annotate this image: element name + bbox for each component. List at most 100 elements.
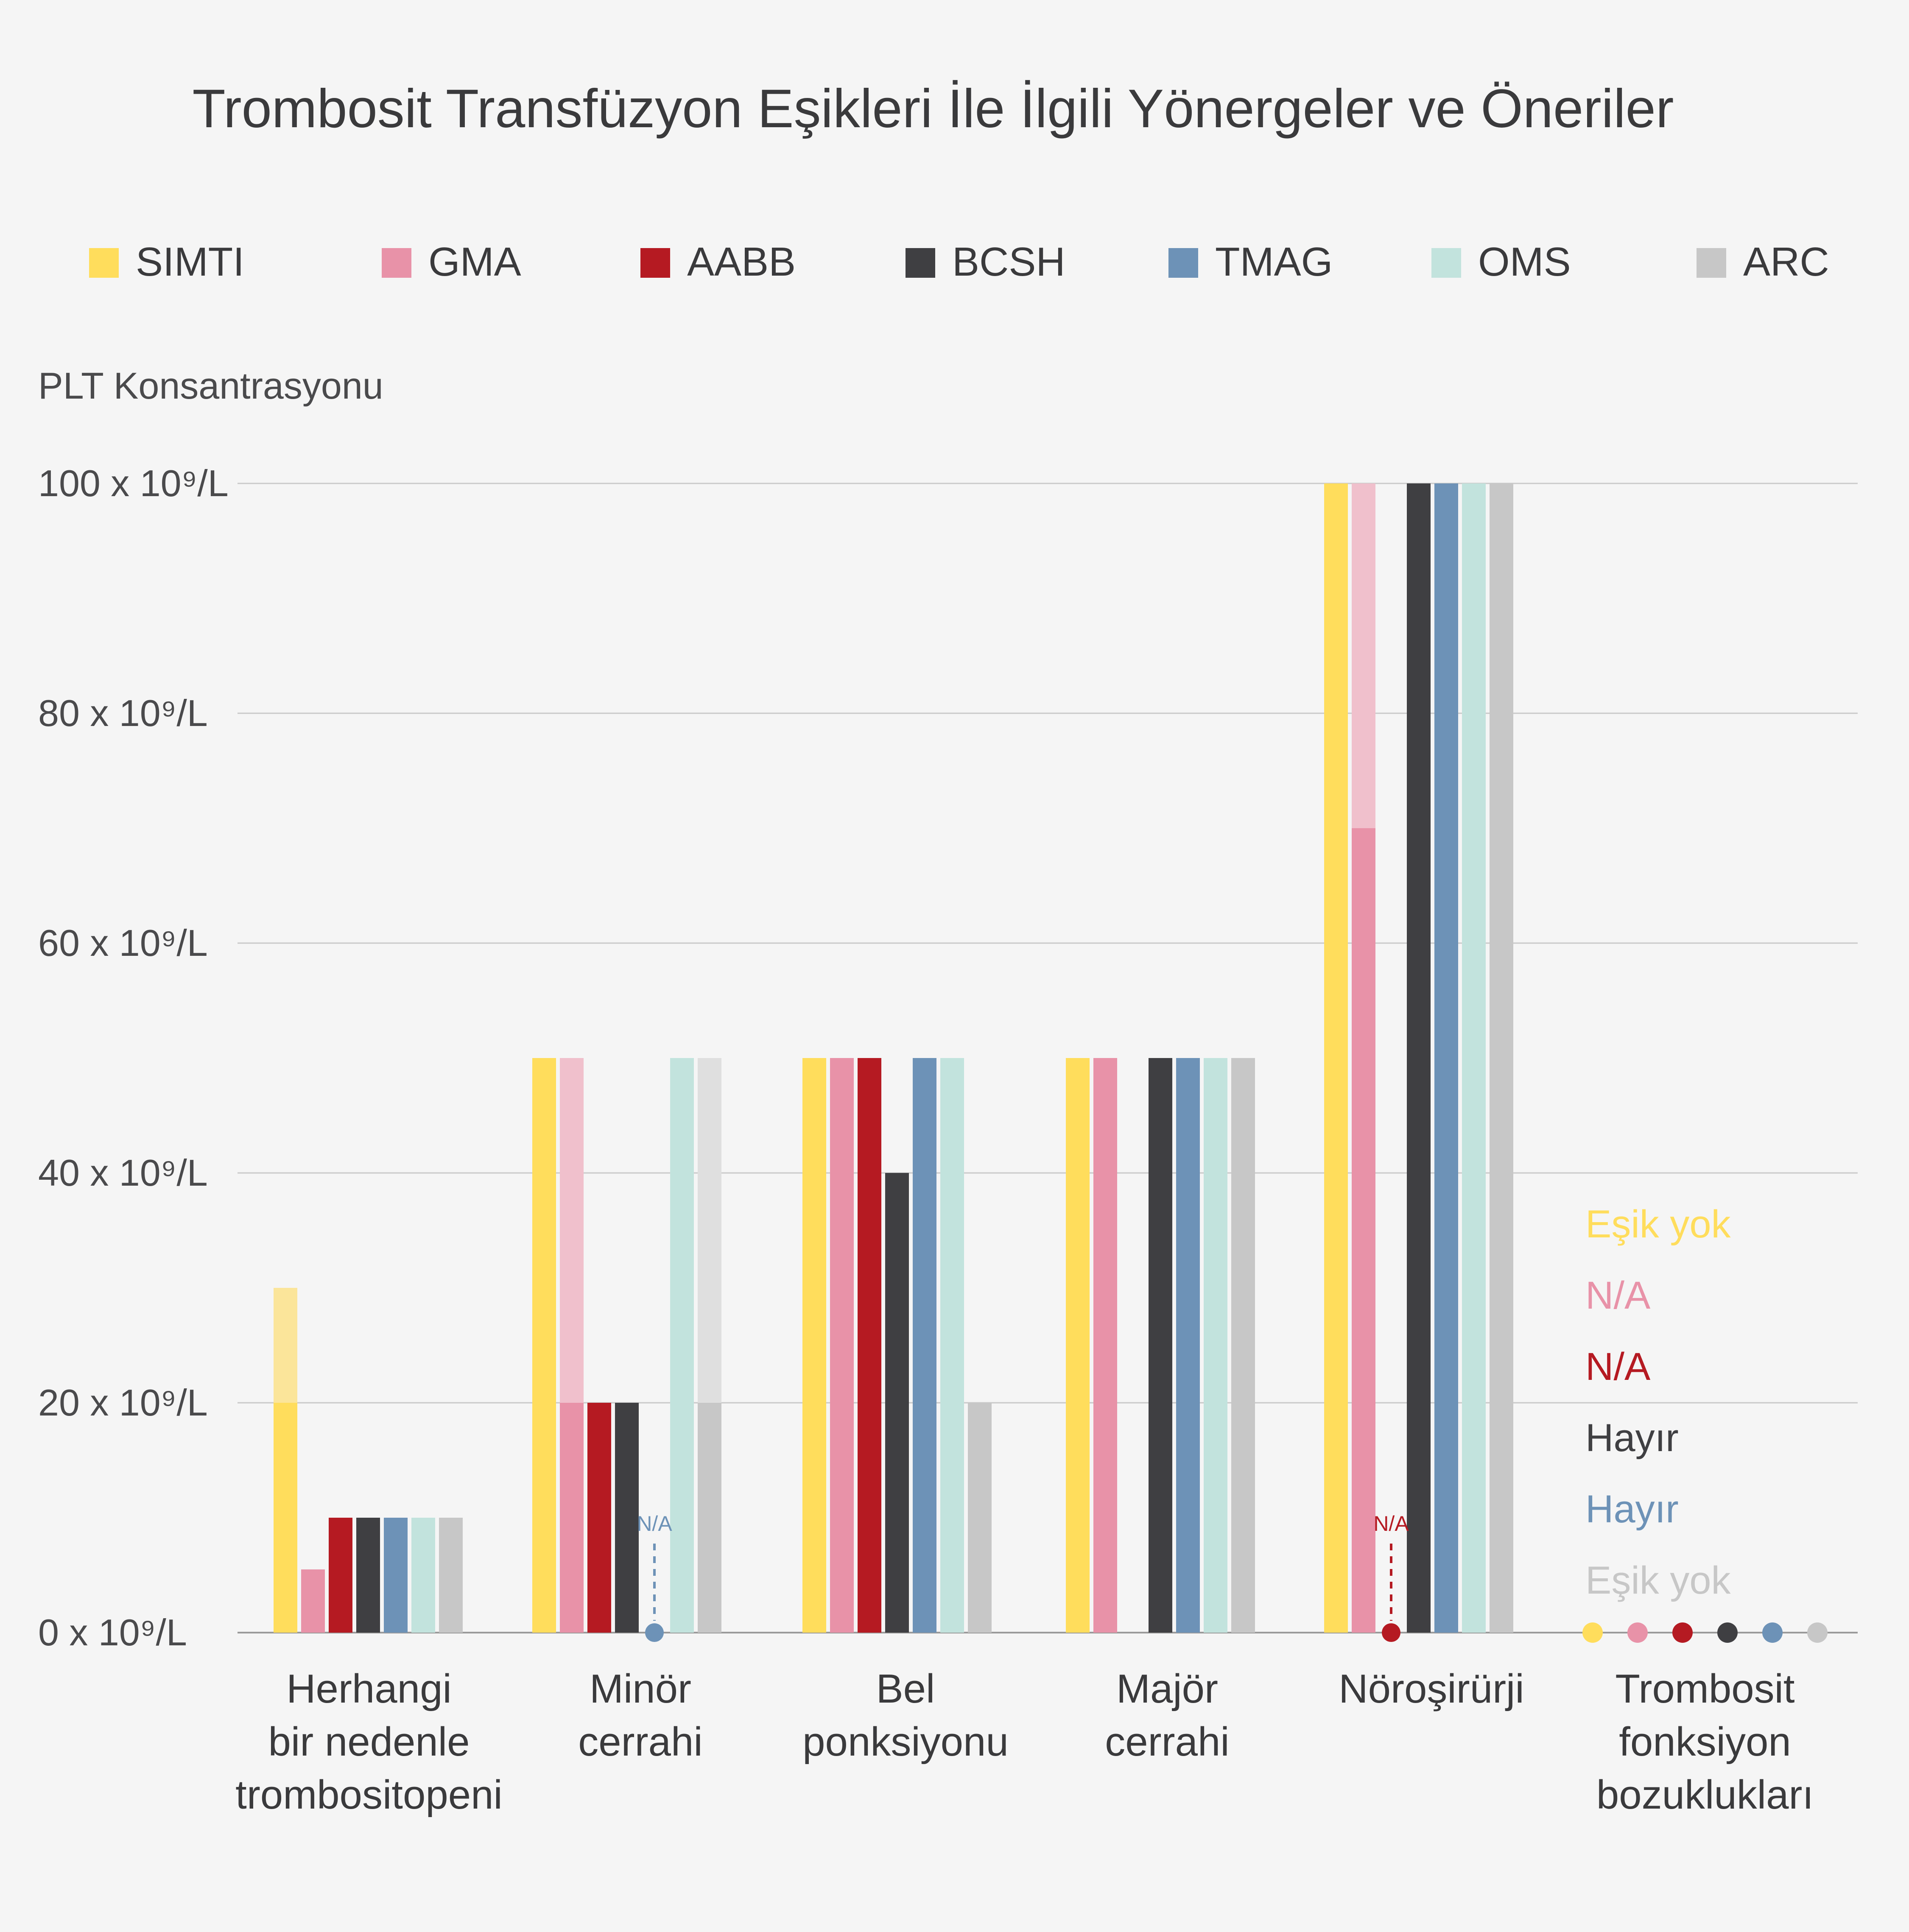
na-dot-tmag xyxy=(645,1623,664,1642)
bar-aabb-cat2 xyxy=(858,1058,881,1633)
x-tick-label-5: Trombosit fonksiyon bozuklukları xyxy=(1596,1666,1814,1818)
x-tick-label-line: trombositopeni xyxy=(235,1772,503,1818)
chart-title: Trombosit Transfüzyon Eşikleri İle İlgil… xyxy=(193,78,1674,139)
y-tick-label-100: 100 x 10⁹/L xyxy=(38,462,229,504)
x-tick-label-line: Herhangi xyxy=(286,1666,452,1711)
bar-bcsh-cat1 xyxy=(615,1403,639,1633)
bars xyxy=(274,483,1513,1633)
threshold-label-bcsh: Hayır xyxy=(1585,1416,1679,1460)
legend-swatch-gma xyxy=(382,248,411,278)
x-tick-label-line: bir nedenle xyxy=(268,1719,470,1764)
bar-arc-cat0 xyxy=(439,1518,463,1633)
legend-label-aabb: AABB xyxy=(687,239,796,285)
y-tick-label-0: 0 x 10⁹/L xyxy=(38,1611,187,1653)
bar-tmag-cat0 xyxy=(384,1518,408,1633)
bar-oms-cat2 xyxy=(940,1058,964,1633)
x-tick-label-line: cerrahi xyxy=(1105,1719,1229,1764)
bar-simti-cat3 xyxy=(1066,1058,1090,1633)
y-tick-label-20: 20 x 10⁹/L xyxy=(38,1382,208,1424)
x-tick-label-line: Bel xyxy=(876,1666,935,1711)
bar-aabb-cat1 xyxy=(587,1403,611,1633)
bar-arc-cat1 xyxy=(698,1403,721,1633)
legend-swatch-aabb xyxy=(640,248,670,278)
bar-oms-cat4 xyxy=(1462,483,1486,1633)
bar-gma-cat3 xyxy=(1093,1058,1117,1633)
x-tick-label-line: Majör xyxy=(1116,1666,1218,1711)
bar-aabb-cat0 xyxy=(329,1518,352,1633)
x-tick-label-2: Bel ponksiyonu xyxy=(802,1666,1009,1764)
threshold-label-tmag: Hayır xyxy=(1585,1488,1679,1531)
bar-simti-cat1 xyxy=(532,1058,556,1633)
legend-swatch-tmag xyxy=(1168,248,1198,278)
legend-swatch-arc xyxy=(1697,248,1726,278)
dot-tmag xyxy=(1762,1622,1783,1643)
bar-simti-cat2 xyxy=(802,1058,826,1633)
bar-oms-cat0 xyxy=(411,1518,435,1633)
y-tick-label-60: 60 x 10⁹/L xyxy=(38,922,208,964)
bar-gma-cat0 xyxy=(301,1569,325,1633)
dot-gma xyxy=(1627,1622,1648,1643)
legend-label-oms: OMS xyxy=(1478,239,1571,285)
dot-arc xyxy=(1807,1622,1828,1643)
bar-arc-cat2 xyxy=(968,1403,992,1633)
bar-tmag-cat2 xyxy=(913,1058,936,1633)
legend-label-gma: GMA xyxy=(428,239,521,285)
bar-bcsh-cat3 xyxy=(1149,1058,1172,1633)
bar-bcsh-cat2 xyxy=(885,1173,909,1633)
legend-swatch-simti xyxy=(89,248,119,278)
x-tick-label-1: Minör cerrahi xyxy=(578,1666,702,1764)
annotations: N/A N/A Eşik yok N/A N/A Hayır Hayır Eşik yok xyxy=(637,1203,1828,1643)
na-dot-aabb xyxy=(1382,1623,1400,1642)
gridlines xyxy=(238,483,1858,1633)
bar-oms-cat1 xyxy=(670,1058,694,1633)
x-tick-label-line: Trombosit xyxy=(1615,1666,1794,1711)
bar-simti-cat0 xyxy=(274,1403,297,1633)
dot-simti xyxy=(1582,1622,1603,1643)
dot-aabb xyxy=(1672,1622,1693,1643)
bar-gma-cat2 xyxy=(830,1058,854,1633)
bar-gma-cat1-range xyxy=(560,1058,584,1403)
x-tick-label-4: Nöroşirürji xyxy=(1339,1666,1524,1711)
legend-swatch-bcsh xyxy=(906,248,935,278)
y-tick-label-80: 80 x 10⁹/L xyxy=(38,692,208,734)
bar-arc-cat3 xyxy=(1231,1058,1255,1633)
bar-arc-cat4 xyxy=(1490,483,1513,1633)
x-tick-label-line: Minör xyxy=(590,1666,691,1711)
x-tick-label-3: Majör cerrahi xyxy=(1105,1666,1229,1764)
bar-bcsh-cat4 xyxy=(1407,483,1431,1633)
bar-tmag-cat4 xyxy=(1434,483,1458,1633)
legend-label-arc: ARC xyxy=(1743,239,1829,285)
x-tick-label-line: Nöroşirürji xyxy=(1339,1666,1524,1711)
legend: SIMTI GMA AABB BCSH TMAG OMS ARC xyxy=(89,239,1829,285)
y-axis-label: PLT Konsantrasyonu xyxy=(38,365,383,407)
legend-swatch-oms xyxy=(1431,248,1461,278)
bar-simti-cat4 xyxy=(1324,483,1348,1633)
bar-simti-cat0-range xyxy=(274,1288,297,1403)
x-tick-label-line: cerrahi xyxy=(578,1719,702,1764)
na-label: N/A xyxy=(637,1512,672,1536)
y-axis-ticks: 0 x 10⁹/L 20 x 10⁹/L 40 x 10⁹/L 60 x 10⁹/L 8… xyxy=(38,462,229,1653)
threshold-label-aabb: N/A xyxy=(1585,1345,1651,1388)
legend-label-bcsh: BCSH xyxy=(952,239,1065,285)
y-tick-label-40: 40 x 10⁹/L xyxy=(38,1152,208,1194)
bar-oms-cat3 xyxy=(1204,1058,1227,1633)
dot-bcsh xyxy=(1717,1622,1738,1643)
threshold-label-arc: Eşik yok xyxy=(1585,1559,1731,1602)
x-tick-label-line: ponksiyonu xyxy=(802,1719,1009,1764)
bar-bcsh-cat0 xyxy=(356,1518,380,1633)
x-tick-label-line: bozuklukları xyxy=(1596,1772,1814,1818)
na-label: N/A xyxy=(1373,1512,1409,1536)
x-tick-label-0: Herhangi bir nedenle trombositopeni xyxy=(235,1666,503,1818)
bar-gma-cat1 xyxy=(560,1403,584,1633)
bar-gma-cat4-range xyxy=(1352,483,1375,828)
x-axis-labels: Herhangi bir nedenle trombositopeni Minör ce… xyxy=(235,1666,1814,1818)
x-tick-label-line: fonksiyon xyxy=(1619,1719,1791,1764)
bar-arc-cat1-range xyxy=(698,1058,721,1403)
threshold-label-gma: N/A xyxy=(1585,1274,1651,1317)
bar-tmag-cat3 xyxy=(1176,1058,1200,1633)
legend-label-simti: SIMTI xyxy=(136,239,244,285)
threshold-label-simti: Eşik yok xyxy=(1585,1203,1731,1246)
legend-label-tmag: TMAG xyxy=(1215,239,1333,285)
